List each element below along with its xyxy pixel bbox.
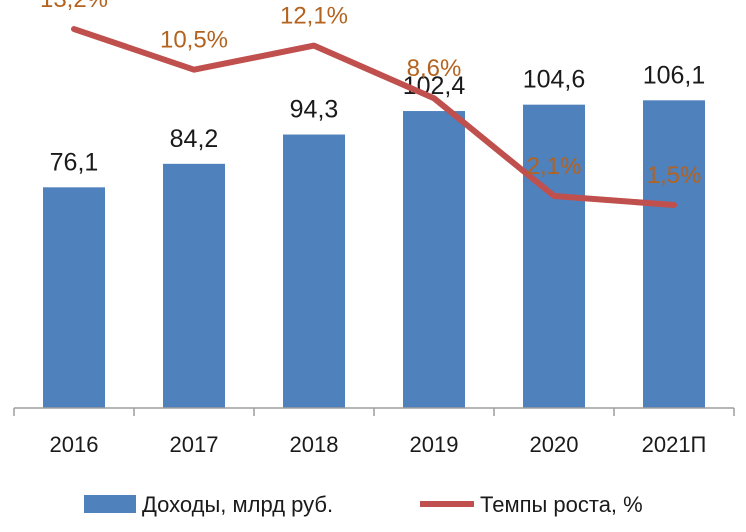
bar-2016 bbox=[43, 187, 105, 408]
x-ticks-layer bbox=[13, 408, 735, 416]
legend-swatch-bars bbox=[84, 495, 136, 513]
line-label-2017: 10,5% bbox=[160, 27, 228, 54]
x-tick-label-2020: 2020 bbox=[530, 432, 579, 457]
x-tick-label-2016: 2016 bbox=[50, 432, 99, 457]
bar-2021П bbox=[643, 100, 705, 408]
x-tick-label-2021П: 2021П bbox=[642, 432, 707, 457]
bar-2020 bbox=[523, 104, 585, 408]
bar-label-2017: 84,2 bbox=[170, 125, 219, 153]
bar-2018 bbox=[283, 134, 345, 408]
line-labels-layer: 13,2% 10,5% 12,1% 8,6% 2,1% 1,5% bbox=[40, 0, 701, 189]
growth-rate-line bbox=[71, 26, 677, 208]
line-label-2020: 2,1% bbox=[527, 153, 582, 180]
bar-label-2016: 76,1 bbox=[50, 148, 99, 176]
x-tick-label-2017: 2017 bbox=[170, 432, 219, 457]
bar-2019 bbox=[403, 111, 465, 408]
line-label-2019: 8,6% bbox=[407, 55, 462, 82]
x-tick-label-2018: 2018 bbox=[290, 432, 339, 457]
line-layer bbox=[71, 26, 677, 208]
line-label-2016: 13,2% bbox=[40, 0, 108, 13]
bar-label-2018: 94,3 bbox=[290, 96, 339, 124]
line-label-2021П: 1,5% bbox=[647, 162, 702, 189]
bar-2017 bbox=[163, 163, 225, 408]
legend: Доходы, млрд руб. Темпы роста, % bbox=[84, 492, 643, 517]
bar-label-2021П: 106,1 bbox=[643, 61, 706, 89]
x-tick-label-2019: 2019 bbox=[410, 432, 459, 457]
bars-layer bbox=[43, 100, 705, 408]
line-label-2018: 12,1% bbox=[280, 3, 348, 30]
legend-label-bars: Доходы, млрд руб. bbox=[142, 492, 333, 517]
legend-label-line: Темпы роста, % bbox=[480, 492, 643, 517]
bar-label-2020: 104,6 bbox=[523, 66, 586, 94]
x-tick-labels-layer: 2016 2017 2018 2019 2020 2021П bbox=[50, 432, 707, 457]
